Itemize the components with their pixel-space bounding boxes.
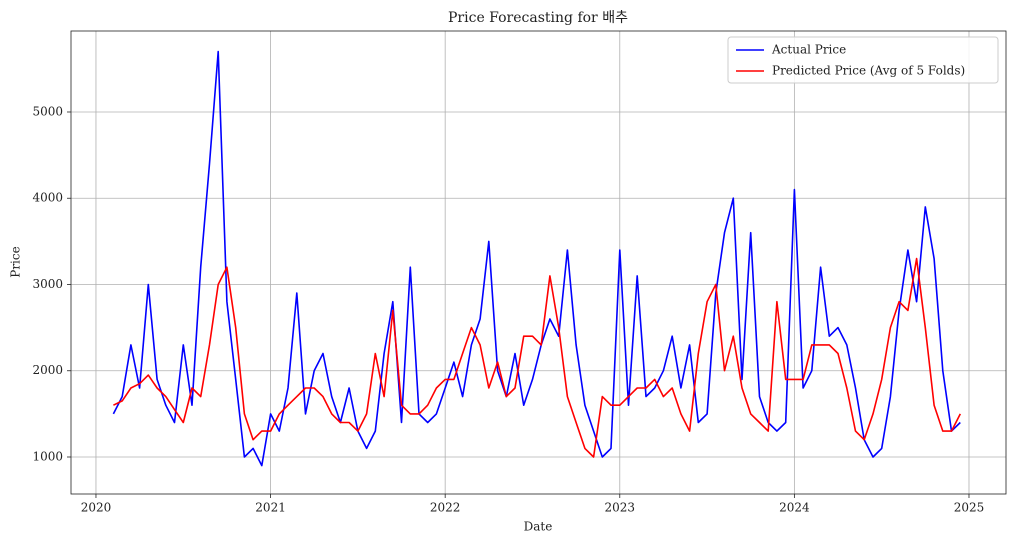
y-tick-label: 3000 [32, 277, 63, 291]
y-tick-label: 4000 [32, 191, 63, 205]
y-tick-label: 1000 [32, 449, 63, 463]
x-tick-label: 2025 [954, 501, 985, 515]
series-line [112, 50, 961, 467]
chart-title: Price Forecasting for 배추 [448, 10, 628, 26]
legend-label: Predicted Price (Avg of 5 Folds) [772, 64, 965, 78]
x-tick-label: 2023 [605, 501, 636, 515]
x-tick-label: 2021 [255, 501, 286, 515]
x-tick-label: 2022 [430, 501, 461, 515]
plot-frame [70, 30, 1007, 495]
series-line [113, 257, 962, 458]
x-tick-label: 2024 [779, 501, 810, 515]
y-axis-label: Price [9, 246, 23, 277]
legend-box [727, 36, 999, 84]
y-tick-label: 5000 [32, 104, 63, 118]
legend-label: Actual Price [771, 43, 846, 57]
x-tick-label: 2020 [81, 501, 112, 515]
y-tick-label: 2000 [32, 363, 63, 377]
x-axis-label: Date [524, 520, 553, 534]
